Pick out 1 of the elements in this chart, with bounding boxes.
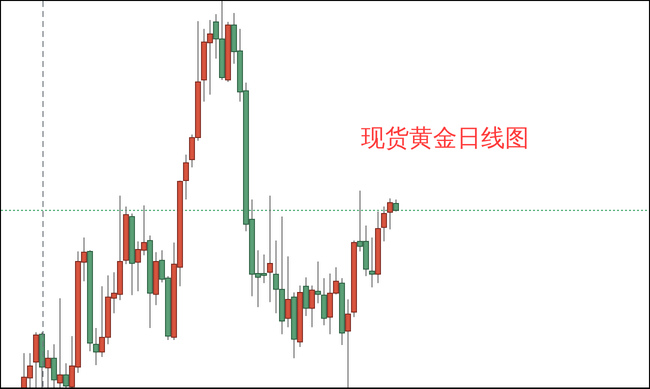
title: 现货黄金日线图 [361,124,529,152]
